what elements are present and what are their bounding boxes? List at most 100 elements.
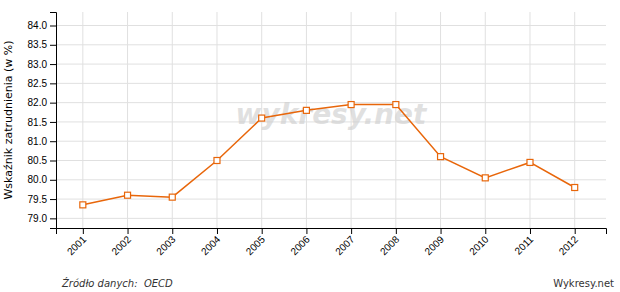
plot-area: wykresy.net20012002200320042005200620072… xyxy=(2,12,607,257)
grid-line xyxy=(56,179,606,180)
source-note: Źródło danych: OECD xyxy=(61,277,173,289)
tick: 2001 xyxy=(65,228,89,257)
tick: 2011 xyxy=(512,228,535,257)
tick-label: 80.0 xyxy=(28,174,48,185)
marker xyxy=(303,107,309,113)
tick-label: 84.0 xyxy=(28,20,48,31)
tick-label: 2008 xyxy=(378,233,402,257)
tick-mark xyxy=(50,83,56,84)
tick-mark xyxy=(50,64,56,65)
grid-line xyxy=(56,160,606,161)
tick: 2004 xyxy=(199,228,223,257)
tick-mark xyxy=(50,180,56,181)
tick-mark xyxy=(530,228,531,234)
tick-mark xyxy=(485,228,486,234)
marker xyxy=(482,175,488,181)
marker xyxy=(125,192,131,198)
marker xyxy=(169,194,175,200)
tick-label: 79.0 xyxy=(28,213,48,224)
grid-line xyxy=(56,218,606,219)
marker xyxy=(214,158,220,164)
tick-label: 83.0 xyxy=(28,59,48,70)
tick-label: 81.5 xyxy=(28,117,48,128)
tick-mark xyxy=(128,228,129,234)
grid-line xyxy=(56,141,606,142)
axis-line xyxy=(57,229,607,235)
grid-line xyxy=(82,12,83,228)
grid-line xyxy=(56,64,606,65)
tick: 2005 xyxy=(244,228,268,257)
tick-mark xyxy=(50,218,56,219)
marker xyxy=(438,154,444,160)
grid-line xyxy=(56,44,606,45)
tick: 82.0 xyxy=(28,97,56,108)
x-axis: 2001 2002 2003 2004 2005 2006 2007 2008 2009 2010… xyxy=(57,228,607,257)
tick-label: 82.0 xyxy=(28,97,48,108)
marker xyxy=(572,185,578,191)
tick: 2006 xyxy=(288,228,312,257)
tick: 80.0 xyxy=(28,174,56,185)
tick-mark xyxy=(306,228,307,234)
marker xyxy=(259,115,265,121)
tick-label: 80.5 xyxy=(28,155,48,166)
grid-line xyxy=(485,12,486,228)
tick-label: 2010 xyxy=(467,233,491,257)
tick: 2009 xyxy=(422,228,446,257)
tick-mark xyxy=(50,26,56,27)
grid-line xyxy=(440,12,441,228)
marker xyxy=(393,102,399,108)
grid-line xyxy=(56,25,606,26)
tick-mark xyxy=(441,228,442,234)
tick: 81.5 xyxy=(28,117,56,128)
series xyxy=(80,102,578,208)
grid-line xyxy=(216,12,217,228)
tick-label: 2004 xyxy=(199,233,223,257)
tick-mark xyxy=(217,228,218,234)
tick: 83.5 xyxy=(28,39,56,50)
tick-mark xyxy=(396,228,397,234)
grid-line xyxy=(56,199,606,200)
grid-line xyxy=(56,83,606,84)
tick: 79.0 xyxy=(28,213,56,224)
tick-mark xyxy=(50,199,56,200)
y-axis: 79.0 79.5 80.0 80.5 81.0 81.5 82.0 82.5 83.0 83.5… xyxy=(28,13,57,229)
marker xyxy=(348,102,354,108)
tick-label: 2002 xyxy=(109,233,133,257)
tick: 2003 xyxy=(154,228,178,257)
tick-mark xyxy=(172,228,173,234)
grid-line xyxy=(574,12,575,228)
grid xyxy=(56,12,606,228)
tick-mark xyxy=(50,45,56,46)
tick-mark xyxy=(50,122,56,123)
tick-label: 83.5 xyxy=(28,39,48,50)
tick-label: 2003 xyxy=(154,233,178,257)
watermark: wykresy.net xyxy=(236,98,428,131)
tick-label: 79.5 xyxy=(28,194,48,205)
tick: 2010 xyxy=(467,228,491,257)
tick-label: 81.0 xyxy=(28,136,48,147)
tick-mark xyxy=(262,228,263,234)
tick-label: 82.5 xyxy=(28,78,48,89)
tick-label: 2001 xyxy=(65,233,89,257)
tick: 81.0 xyxy=(28,136,56,147)
tick-label: 2011 xyxy=(512,233,535,256)
tick-mark xyxy=(575,228,576,234)
marker xyxy=(527,159,533,165)
tick: 2002 xyxy=(109,228,133,257)
tick-label: 2006 xyxy=(288,233,312,257)
axis-line xyxy=(50,13,57,229)
tick: 80.5 xyxy=(28,155,56,166)
tick: 84.0 xyxy=(28,20,56,31)
tick-label: 2005 xyxy=(244,233,268,257)
tick-mark xyxy=(83,228,84,234)
tick-mark xyxy=(50,103,56,104)
tick: 2012 xyxy=(557,228,581,257)
tick-label: 2012 xyxy=(557,233,581,257)
tick: 2007 xyxy=(333,228,357,257)
tick-mark xyxy=(50,161,56,162)
tick: 2008 xyxy=(378,228,402,257)
chart: wykresy.net20012002200320042005200620072… xyxy=(0,0,620,292)
tick-label: 2007 xyxy=(333,233,357,257)
grid-line xyxy=(529,12,530,228)
tick: 79.5 xyxy=(28,194,56,205)
